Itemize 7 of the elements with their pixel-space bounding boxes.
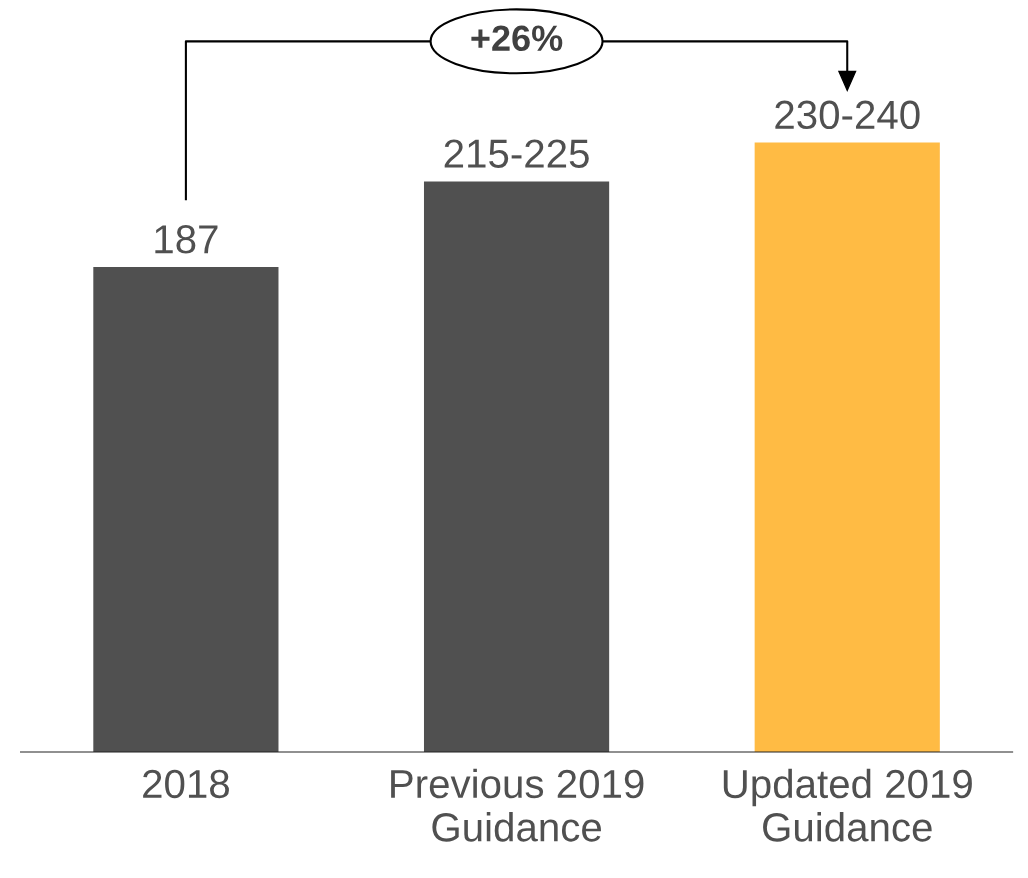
data-label: 230-240 bbox=[775, 100, 920, 130]
x-tick-label: Previous 2019 Guidance bbox=[391, 768, 644, 842]
x-tick-label: Updated 2019 Guidance bbox=[723, 768, 972, 842]
data-label: 215-225 bbox=[444, 139, 589, 168]
data-label: 187 bbox=[155, 225, 218, 254]
x-tick-label: 2018 bbox=[143, 769, 229, 799]
text: +26% bbox=[471, 25, 563, 52]
